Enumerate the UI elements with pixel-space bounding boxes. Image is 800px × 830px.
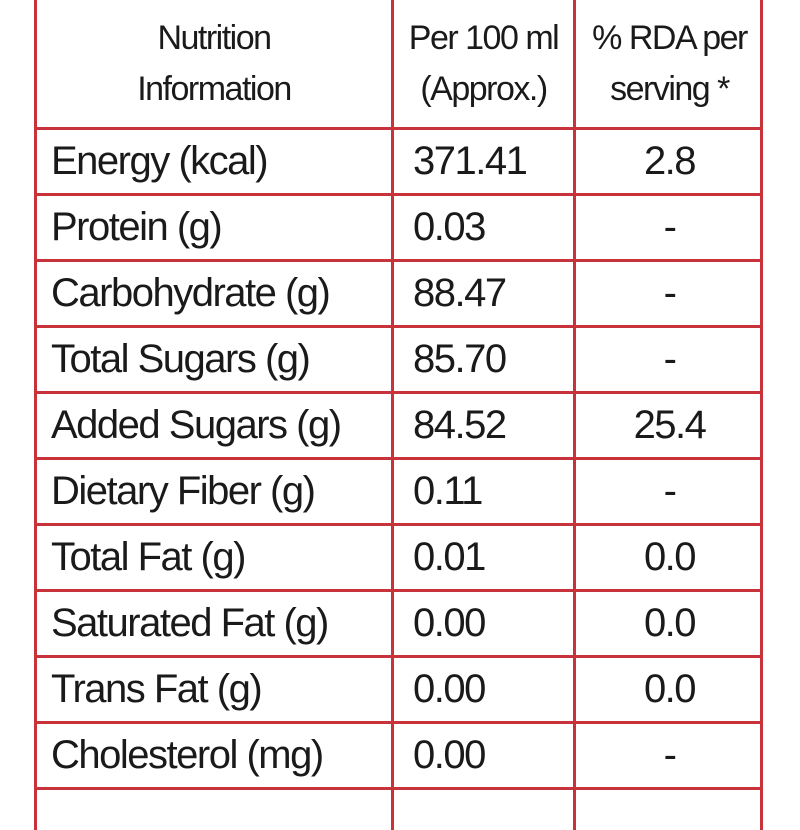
column-divider xyxy=(573,0,576,830)
table-row: Protein (g) 0.03 - xyxy=(37,196,760,262)
nutrient-name: Trans Fat (g) xyxy=(51,667,263,711)
nutrient-rda: - xyxy=(663,205,677,249)
nutrient-rda: - xyxy=(663,337,677,381)
nutrient-per-100ml: 84.52 xyxy=(413,403,507,447)
table-row: Cholesterol (mg) 0.00 - xyxy=(37,724,760,790)
nutrient-rda: 25.4 xyxy=(633,403,707,447)
header-text: % RDA per xyxy=(592,18,748,57)
table-row: Total Sugars (g) 85.70 - xyxy=(37,328,760,394)
table-row: Energy (kcal) 371.41 2.8 xyxy=(37,130,760,196)
header-per-100ml: Per 100 ml (Approx.) xyxy=(394,0,573,127)
table-row: Added Sugars (g) 84.52 25.4 xyxy=(37,394,760,460)
table-row: Saturated Fat (g) 0.00 0.0 xyxy=(37,592,760,658)
nutrient-name: Dietary Fiber (g) xyxy=(51,469,316,513)
nutrition-table: Nutrition Information Per 100 ml (Approx… xyxy=(34,0,763,830)
header-text: Nutrition xyxy=(157,18,272,57)
nutrient-name: Added Sugars (g) xyxy=(51,403,342,447)
nutrient-rda: - xyxy=(663,271,677,315)
nutrient-rda: - xyxy=(663,469,677,513)
table-row: Carbohydrate (g) 88.47 - xyxy=(37,262,760,328)
nutrient-per-100ml: 0.00 xyxy=(413,601,486,645)
nutrient-rda: 0.0 xyxy=(643,601,697,645)
nutrient-rda: 2.8 xyxy=(643,139,697,183)
header-text: Per 100 ml xyxy=(408,18,560,57)
nutrient-rda: 0.0 xyxy=(643,667,697,711)
header-text: (Approx.) xyxy=(420,69,548,108)
column-divider xyxy=(391,0,394,830)
nutrient-per-100ml: 0.11 xyxy=(413,469,483,513)
nutrient-per-100ml: 0.00 xyxy=(413,733,486,777)
nutrient-rda: - xyxy=(663,733,677,777)
nutrient-name: Total Sugars (g) xyxy=(51,337,311,381)
header-rda: % RDA per serving * xyxy=(576,0,763,127)
nutrient-per-100ml: 371.41 xyxy=(413,139,528,183)
nutrient-per-100ml: 0.01 xyxy=(413,535,486,579)
header-nutrition-information: Nutrition Information xyxy=(37,0,391,127)
nutrient-per-100ml: 85.70 xyxy=(413,337,507,381)
table-row: Trans Fat (g) 0.00 0.0 xyxy=(37,658,760,724)
nutrient-rda: 0.0 xyxy=(643,535,697,579)
table-header-row: Nutrition Information Per 100 ml (Approx… xyxy=(37,0,760,130)
nutrient-per-100ml: 0.03 xyxy=(413,205,486,249)
nutrient-name: Energy (kcal) xyxy=(51,139,269,183)
nutrient-per-100ml: 0.00 xyxy=(413,667,486,711)
nutrient-name: Saturated Fat (g) xyxy=(51,601,329,645)
header-text: serving * xyxy=(610,69,730,108)
nutrient-name: Carbohydrate (g) xyxy=(51,271,331,315)
table-row: Dietary Fiber (g) 0.11 - xyxy=(37,460,760,526)
nutrient-name: Protein (g) xyxy=(51,205,223,249)
nutrient-name: Cholesterol (mg) xyxy=(51,733,324,777)
header-text: Information xyxy=(137,69,292,108)
nutrient-per-100ml: 88.47 xyxy=(413,271,507,315)
nutrient-name: Total Fat (g) xyxy=(51,535,246,579)
table-row: Total Fat (g) 0.01 0.0 xyxy=(37,526,760,592)
